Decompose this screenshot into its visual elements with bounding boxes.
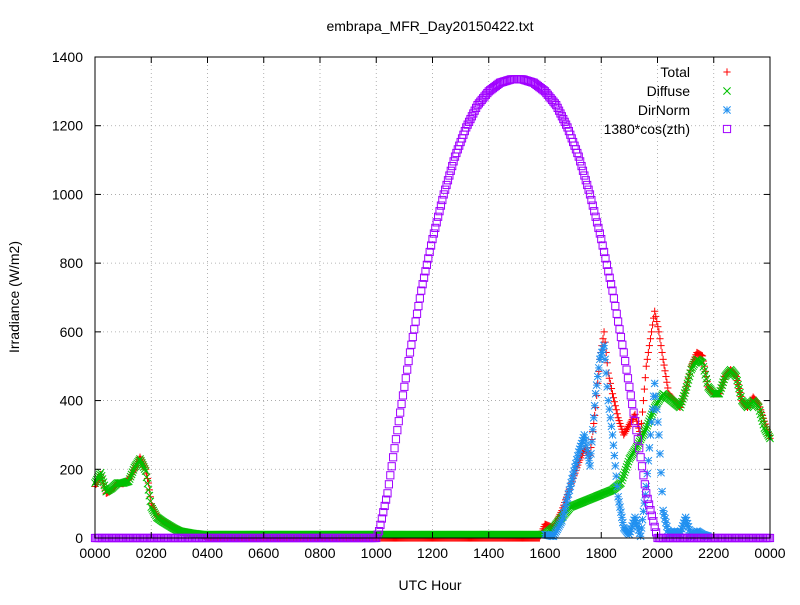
data-point-star (638, 524, 645, 531)
data-point-star (618, 514, 625, 521)
y-tick-label: 200 (60, 461, 84, 477)
y-tick-label: 800 (60, 255, 84, 271)
data-point-star (607, 414, 614, 421)
data-point-star (582, 436, 589, 443)
y-axis-label: Irradiance (W/m2) (6, 241, 22, 353)
data-point-star (617, 509, 624, 516)
data-point-star (652, 393, 659, 400)
data-point-star (591, 402, 598, 409)
data-point-star (653, 406, 660, 413)
data-point-star (586, 462, 593, 469)
data-point-star (647, 431, 654, 438)
data-point-star (600, 342, 607, 349)
x-tick-label: 0400 (192, 545, 223, 561)
x-tick-label: 1800 (586, 545, 617, 561)
data-point-star (609, 431, 616, 438)
data-point-star (648, 418, 655, 425)
data-point-star (581, 431, 588, 438)
y-tick-label: 0 (75, 530, 83, 546)
y-tick-label: 1000 (52, 186, 83, 202)
data-point-star (594, 373, 601, 380)
data-point-star (615, 493, 622, 500)
data-point-star (614, 483, 621, 490)
data-point-star (639, 516, 646, 523)
legend-label: 1380*cos(zth) (604, 121, 690, 137)
x-tick-label: 1000 (361, 545, 392, 561)
data-point-star (593, 382, 600, 389)
data-point-star (646, 444, 653, 451)
data-point-star (619, 519, 626, 526)
data-point-star (590, 414, 597, 421)
x-tick-label: 0600 (248, 545, 279, 561)
data-point-star (637, 533, 644, 540)
legend-label: DirNorm (638, 102, 690, 118)
data-point-star (613, 473, 620, 480)
x-axis-label: UTC Hour (398, 577, 461, 593)
y-tick-label: 600 (60, 324, 84, 340)
data-point-star (603, 369, 610, 376)
data-point-star (651, 380, 658, 387)
x-tick-label: 1200 (417, 545, 448, 561)
data-point-star (606, 406, 613, 413)
chart-title: embrapa_MFR_Day20150422.txt (326, 18, 533, 34)
legend-label: Total (660, 64, 690, 80)
data-point-star (655, 431, 662, 438)
x-tick-label: 1600 (529, 545, 560, 561)
data-point-star (602, 356, 609, 363)
data-point-star (654, 418, 661, 425)
data-point-star (608, 423, 615, 430)
data-point-star (604, 383, 611, 390)
x-tick-label: 0200 (136, 545, 167, 561)
data-point-star (605, 397, 612, 404)
data-point-star (588, 438, 595, 445)
data-point-star (587, 450, 594, 457)
data-point-star (656, 450, 663, 457)
data-point-star (595, 364, 602, 371)
x-tick-label: 0000 (754, 545, 785, 561)
y-tick-label: 1400 (52, 49, 83, 65)
legend-label: Diffuse (647, 83, 691, 99)
y-tick-label: 400 (60, 393, 84, 409)
data-point-star (616, 503, 623, 510)
data-point-star (610, 442, 617, 449)
data-point-star (589, 426, 596, 433)
data-point-star (585, 457, 592, 464)
x-tick-label: 1400 (473, 545, 504, 561)
data-point-star (615, 498, 622, 505)
x-tick-label: 2200 (698, 545, 729, 561)
data-point-star (640, 508, 647, 515)
x-tick-label: 0800 (304, 545, 335, 561)
data-point-star (611, 452, 618, 459)
x-tick-label: 0000 (79, 545, 110, 561)
x-tick-label: 2000 (642, 545, 673, 561)
data-point-star (592, 390, 599, 397)
data-point-star (658, 488, 665, 495)
legend-marker-star (723, 106, 730, 113)
data-point-star (612, 462, 619, 469)
y-tick-label: 1200 (52, 118, 83, 134)
data-point-star (657, 469, 664, 476)
